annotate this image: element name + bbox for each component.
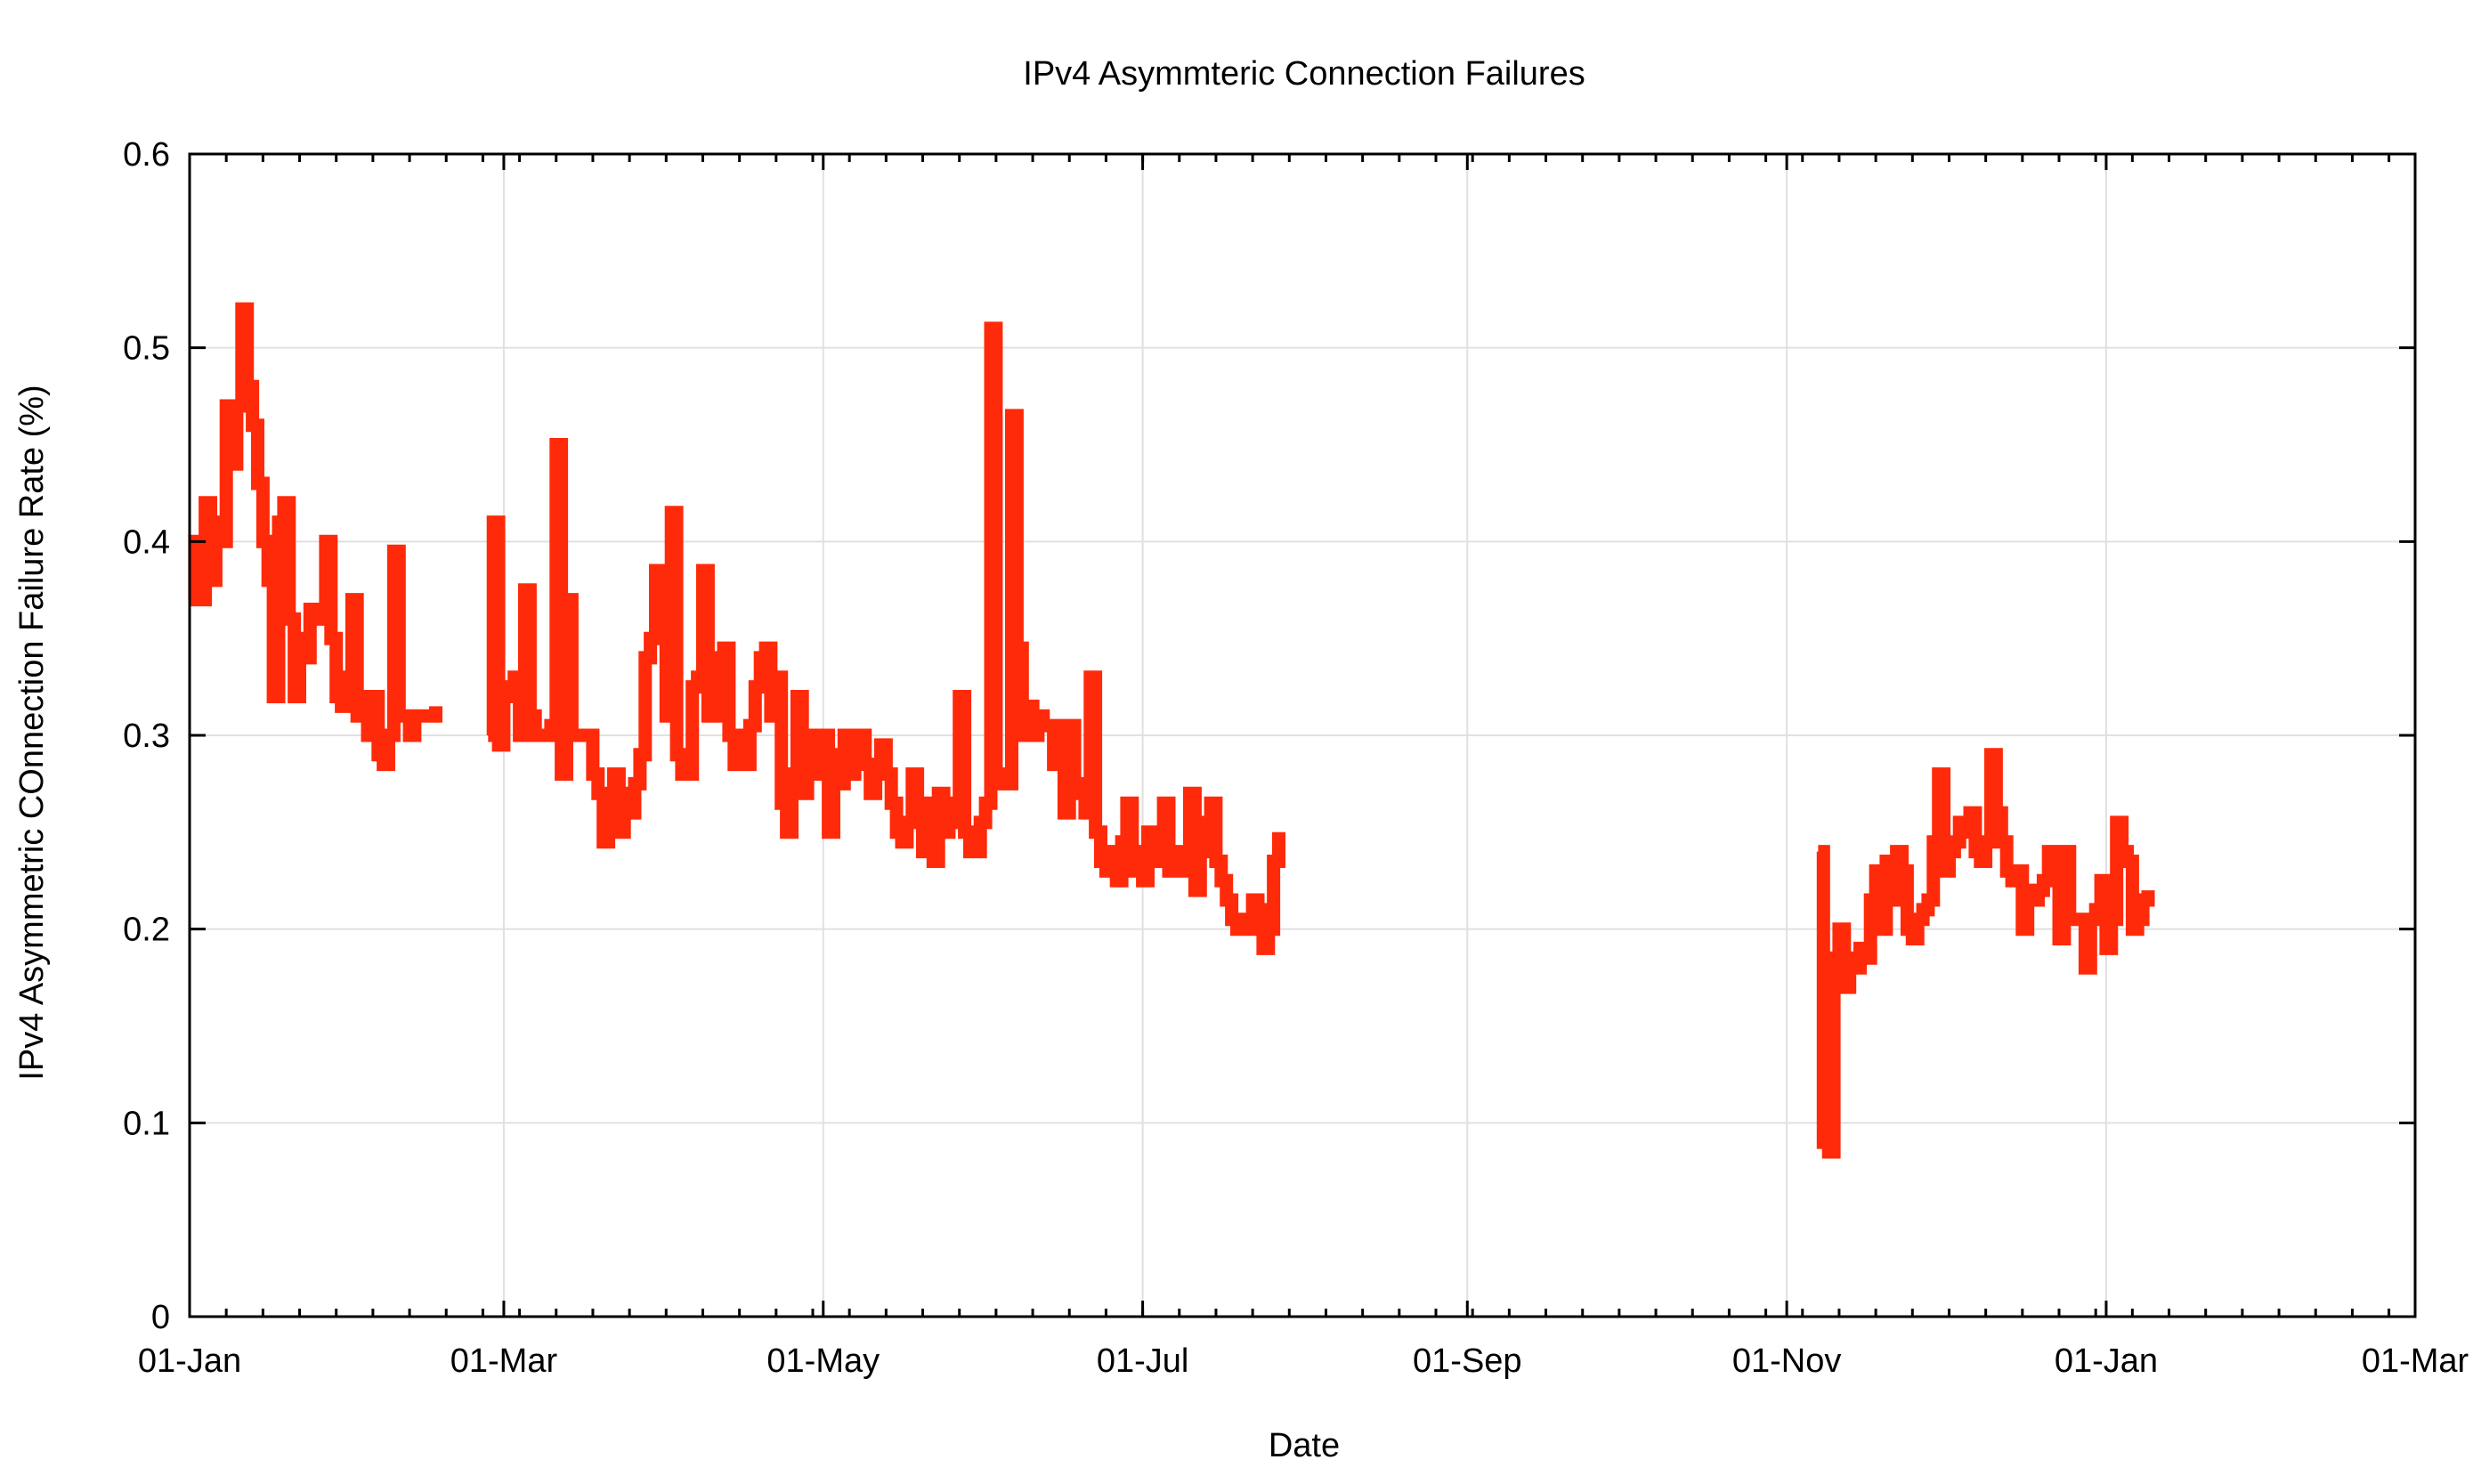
series-line-segment [188,302,442,772]
x-tick-label: 01-Nov [1732,1342,1842,1380]
y-tick-labels: 0 0.1 0.2 0.3 0.4 0.5 0.6 [123,136,170,1336]
y-tick-label: 0 [151,1299,170,1336]
series-line-segment [486,321,1285,955]
y-tick-label: 0.5 [123,330,170,368]
x-tick-label: 01-Mar [2362,1342,2469,1380]
y-axis-title: IPv4 Asymmetric COnnection Failure Rate … [13,385,51,1080]
x-tick-label: 01-Jul [1097,1342,1189,1380]
y-tick-label: 0.4 [123,523,170,561]
x-tick-label: 01-Mar [450,1342,558,1380]
series-line-segment [1816,748,2155,1159]
series-layer [188,302,2155,1159]
x-tick-labels: 01-Jan 01-Mar 01-May 01-Jul 01-Sep 01-Nov 01-J… [138,1342,2469,1380]
y-tick-label: 0.1 [123,1105,170,1142]
x-axis-title: Date [1269,1427,1340,1464]
chart-title: IPv4 Asymmteric Connection Failures [1023,55,1585,93]
y-tick-label: 0.6 [123,136,170,174]
axis-ticks [188,152,2417,1318]
x-tick-label: 01-Jan [2055,1342,2158,1380]
x-tick-label: 01-Sep [1413,1342,1522,1380]
y-tick-label: 0.3 [123,718,170,755]
y-tick-label: 0.2 [123,912,170,949]
x-tick-label: 01-May [766,1342,880,1380]
x-tick-label: 01-Jan [138,1342,241,1380]
